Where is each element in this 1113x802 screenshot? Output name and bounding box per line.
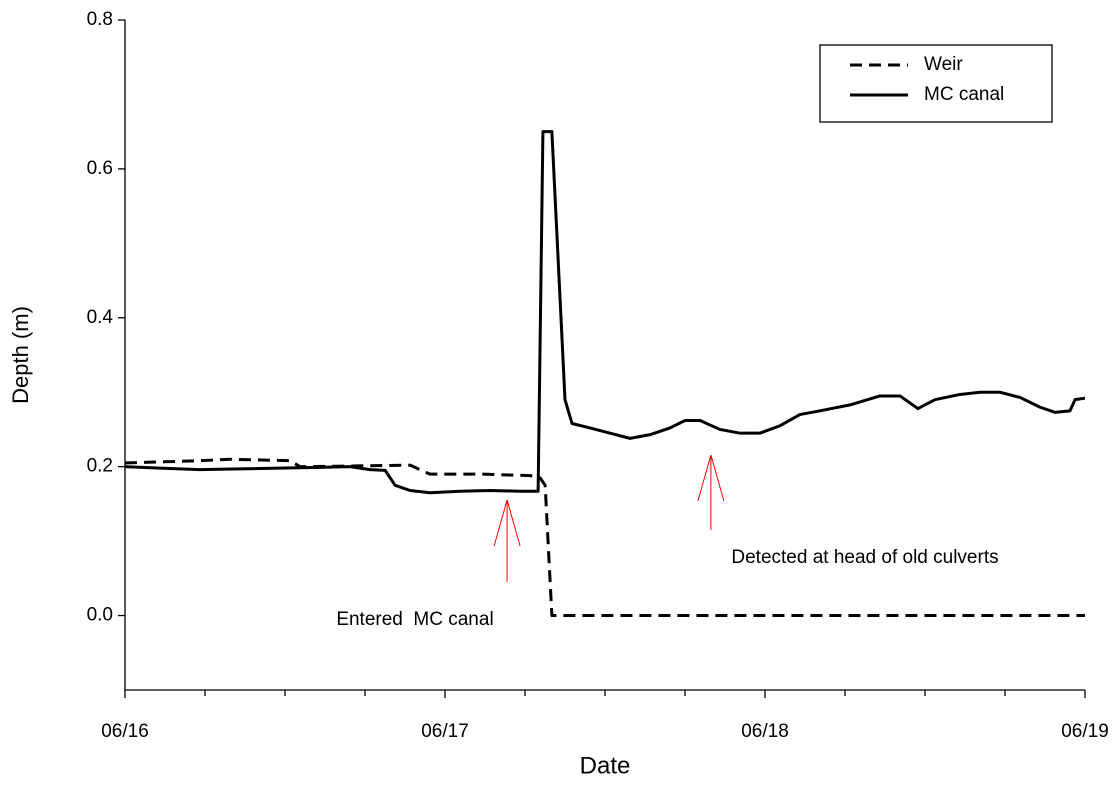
annotation-arrow-head — [493, 499, 508, 547]
annotation-arrow-head — [697, 454, 712, 502]
y-axis-title: Depth (m) — [8, 306, 33, 404]
legend-label: Weir — [924, 54, 963, 75]
y-tick-label: 0.4 — [87, 307, 114, 328]
series-line — [124, 457, 1085, 618]
x-tick-label: 06/19 — [1061, 721, 1109, 742]
y-tick-label: 0.0 — [87, 605, 113, 626]
y-tick-label: 0.8 — [87, 9, 113, 30]
x-tick-label: 06/16 — [101, 721, 149, 742]
x-tick-label: 06/18 — [741, 721, 789, 742]
y-tick-label: 0.6 — [87, 158, 113, 179]
annotation: Detected at head of old culverts — [731, 547, 998, 568]
y-tick-label: 0.2 — [87, 456, 113, 477]
annotation-arrow-head — [710, 454, 725, 502]
annotation: Entered MC canal — [336, 609, 493, 630]
annotation-arrow-head — [506, 499, 521, 547]
series-line — [124, 130, 1086, 495]
x-tick-label: 06/17 — [421, 721, 469, 742]
legend-box — [819, 44, 1053, 123]
x-axis-title: Date — [580, 752, 631, 779]
legend-label: MC canal — [924, 84, 1004, 105]
